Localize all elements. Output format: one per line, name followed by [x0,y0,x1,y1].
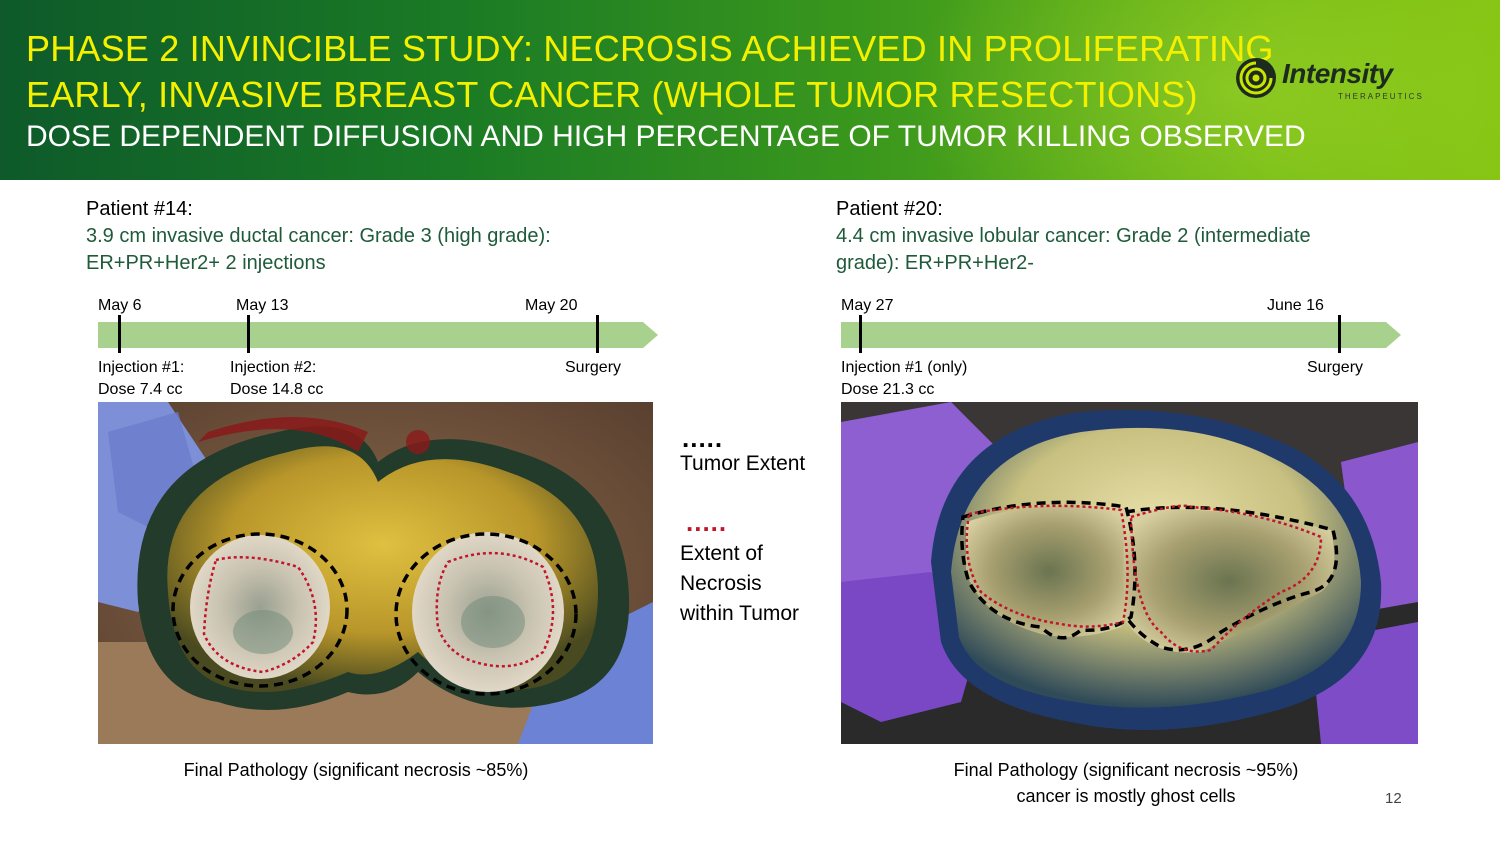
logo-subtitle: THERAPEUTICS [1338,92,1424,101]
patient-20-tumor-photo [841,402,1418,744]
timeline-label-injection-1: Injection #1: Dose 7.4 cc [98,357,184,401]
patient-20-caption: Final Pathology (significant necrosis ~9… [900,757,1352,809]
swirl-logo-icon [1236,58,1276,98]
timeline-label-injection-2: Injection #2: Dose 14.8 cc [230,357,323,401]
timeline-date-may-20: May 20 [525,297,578,314]
timeline-arrow [98,322,658,348]
timeline-tick-2 [247,315,250,353]
patient-20-desc-line-2: grade): ER+PR+Her2- [836,252,1034,274]
label-line: Injection #1 (only) [841,359,968,376]
timeline-label-surgery: Surgery [1307,359,1364,376]
patient-14-desc-line-1: 3.9 cm invasive ductal cancer: Grade 3 (… [86,225,551,247]
timeline-date-may-13: May 13 [236,297,289,314]
legend-line: Extent of [680,542,763,565]
page-number: 12 [1385,790,1402,807]
patient-14-desc-line-2: ER+PR+Her2+ 2 injections [86,252,326,274]
patient-14-description: 3.9 cm invasive ductal cancer: Grade 3 (… [86,223,551,277]
legend-tumor-label: Tumor Extent [680,452,806,475]
caption-line-1: Final Pathology (significant necrosis ~9… [953,760,1299,780]
slide-title-line-1: PHASE 2 INVINCIBLE STUDY: NECROSIS ACHIE… [26,28,1274,69]
patient-14-title: Patient #14: [86,198,193,220]
label-line: Injection #2: [230,359,317,376]
header-banner: PHASE 2 INVINCIBLE STUDY: NECROSIS ACHIE… [0,0,1500,180]
timeline-date-may-6: May 6 [98,297,142,314]
patient-20-desc-line-1: 4.4 cm invasive lobular cancer: Grade 2 … [836,225,1311,247]
legend-line: Necrosis [680,572,762,595]
timeline-arrow [841,322,1401,348]
patient-20-description: 4.4 cm invasive lobular cancer: Grade 2 … [836,223,1311,277]
timeline-tick-1 [859,315,862,353]
caption-line-2: cancer is mostly ghost cells [1016,786,1236,806]
timeline-label-surgery: Surgery [565,359,622,376]
label-line: Dose 21.3 cc [841,381,935,398]
timeline-label-injection-1: Injection #1 (only) Dose 21.3 cc [841,357,967,401]
timeline-tick-1 [118,315,121,353]
label-line: Dose 7.4 cc [98,381,183,398]
label-line: Dose 14.8 cc [230,381,324,398]
timeline-date-june-16: June 16 [1267,297,1324,314]
slide-title-line-2: EARLY, INVASIVE BREAST CANCER (WHOLE TUM… [26,74,1198,115]
legend-necrosis-dots: ..... [686,507,728,537]
slide-subtitle: DOSE DEPENDENT DIFFUSION AND HIGH PERCEN… [26,120,1306,153]
timeline-tick-2 [1338,315,1341,353]
legend-line: within Tumor [680,602,800,625]
label-line: Injection #1: [98,359,185,376]
patient-14-tumor-photo [98,402,653,744]
patient-14-caption: Final Pathology (significant necrosis ~8… [183,760,529,780]
timeline-tick-3 [596,315,599,353]
patient-20-title: Patient #20: [836,198,943,220]
intensity-logo: Intensity THERAPEUTICS [1234,52,1434,104]
legend-necrosis-label: Extent of Necrosis within Tumor [680,539,799,629]
legend-tumor-dots: ..... [682,423,724,453]
logo-wordmark: Intensity [1282,58,1393,89]
timeline-date-may-27: May 27 [841,297,894,314]
